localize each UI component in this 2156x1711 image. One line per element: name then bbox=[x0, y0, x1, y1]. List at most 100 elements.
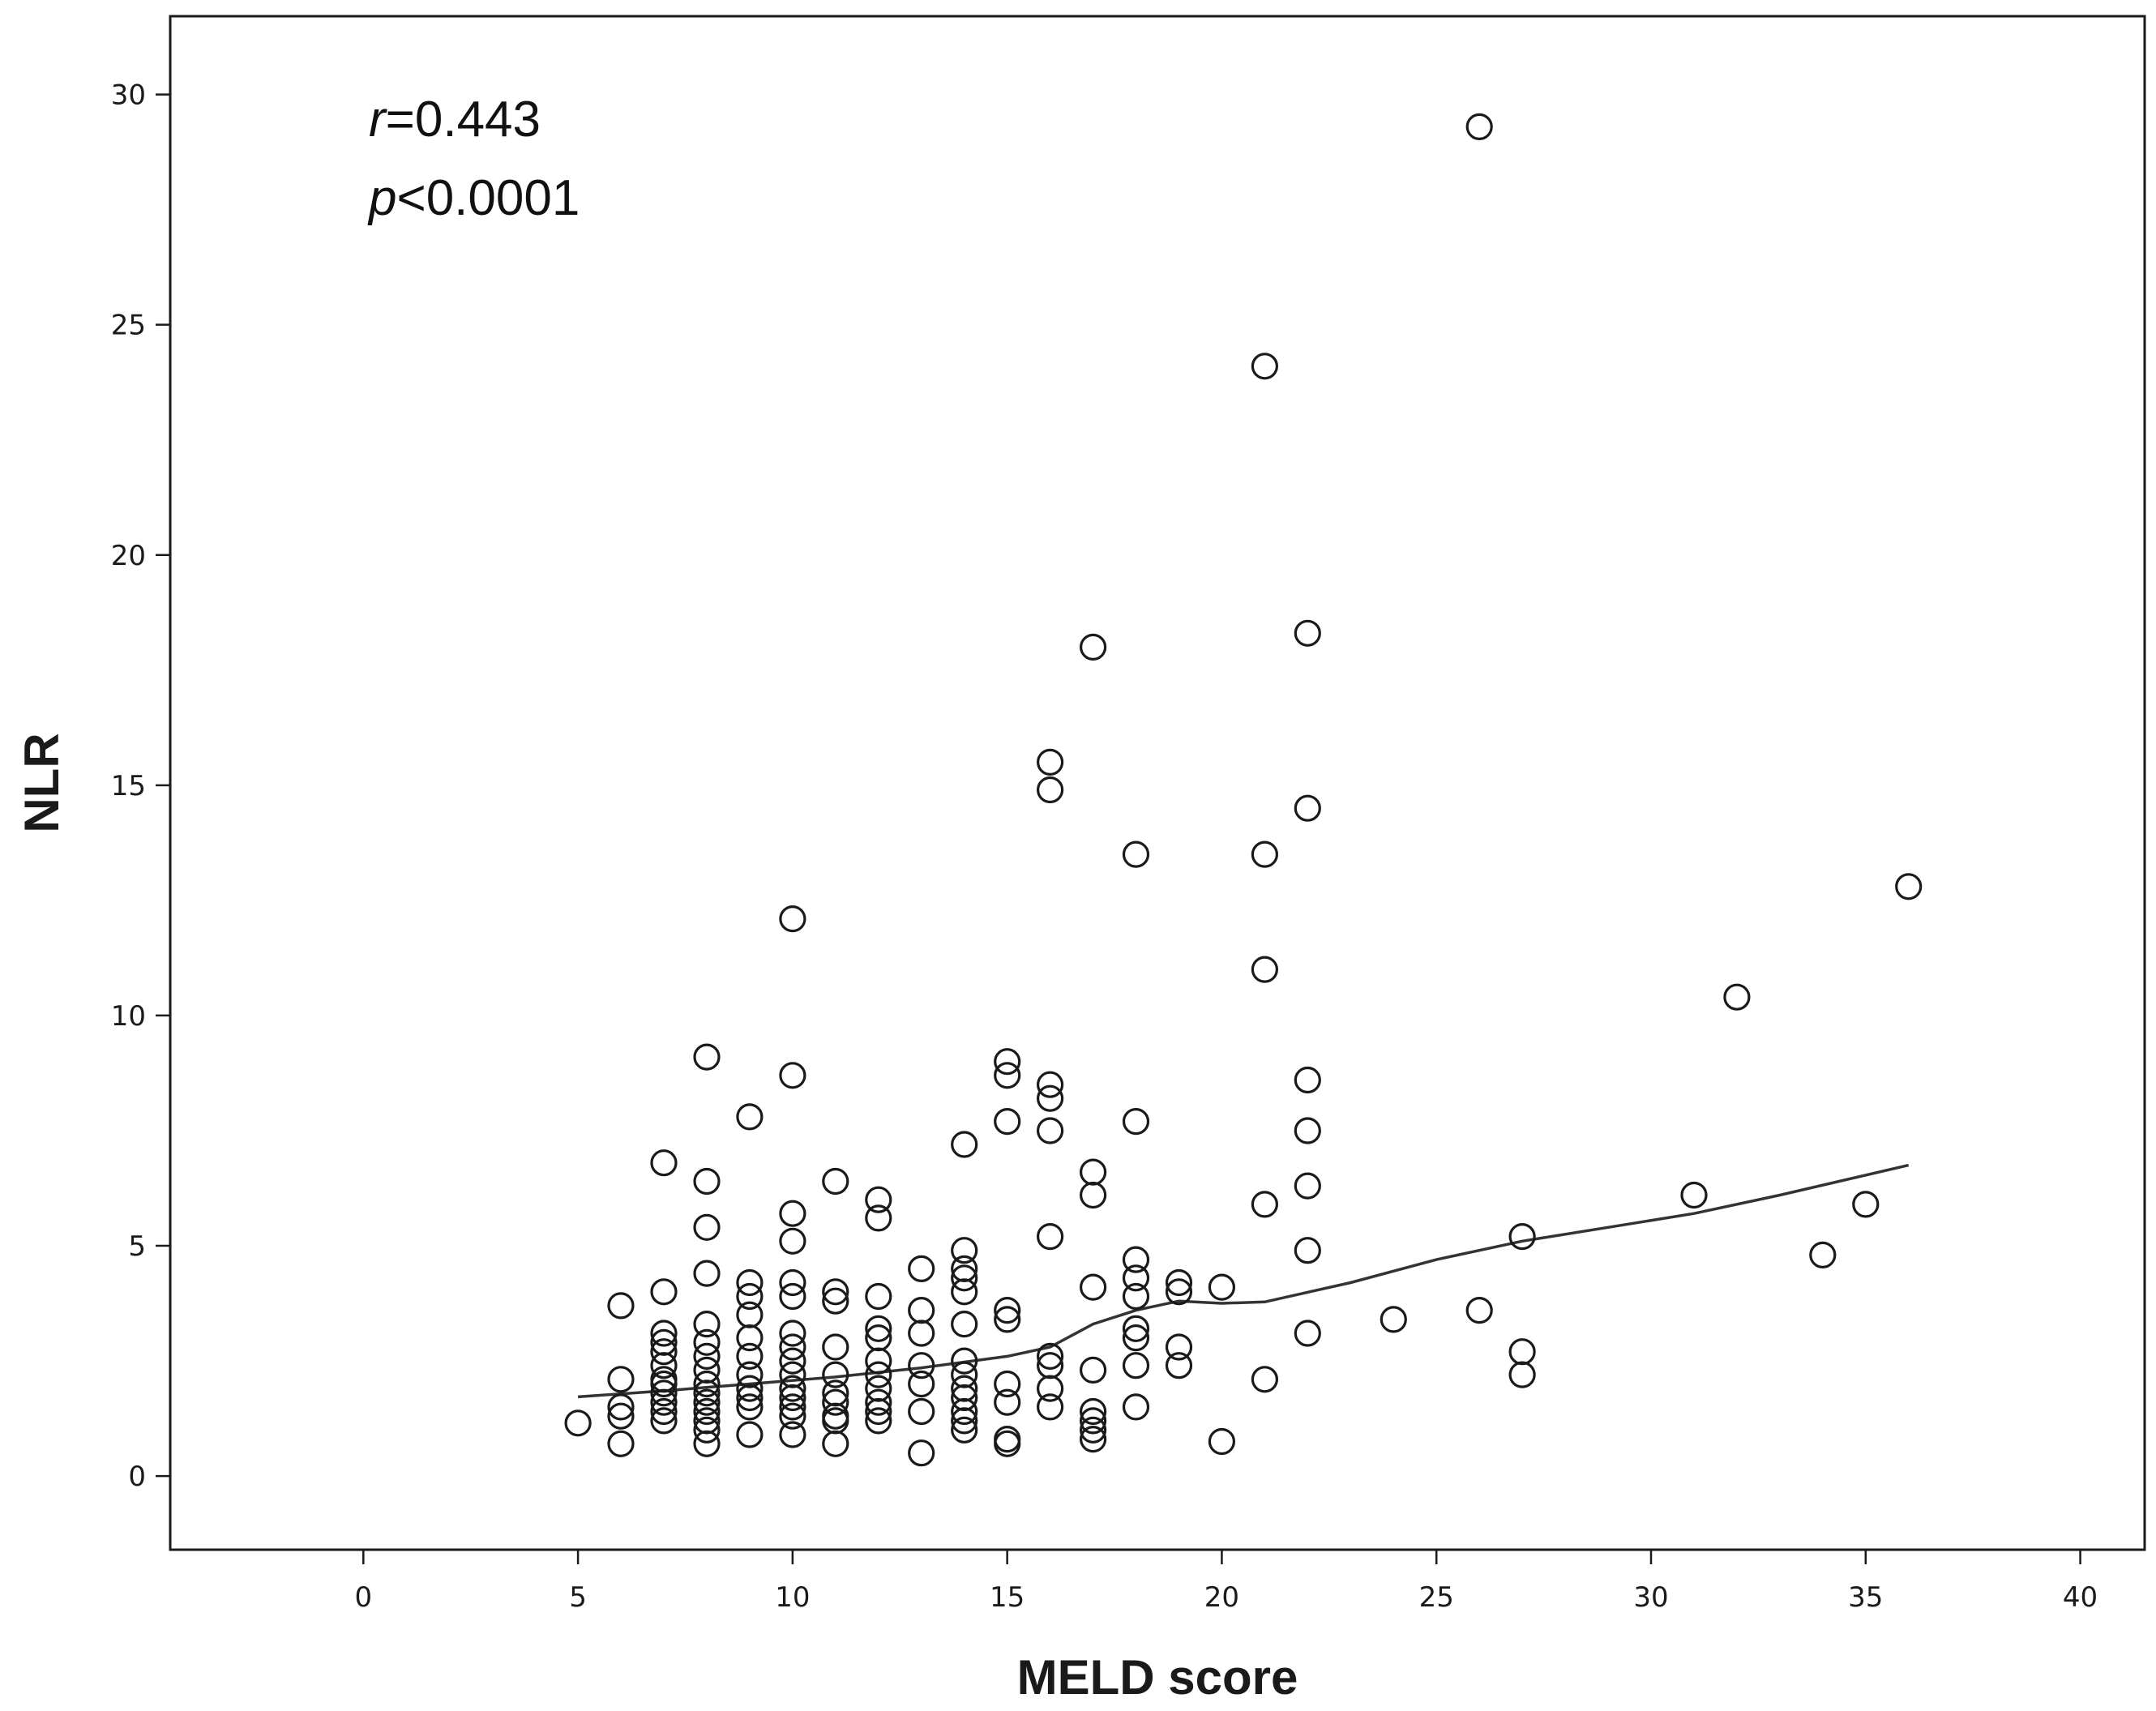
data-point bbox=[1079, 1425, 1107, 1453]
data-point bbox=[693, 1328, 721, 1356]
data-point bbox=[1508, 1222, 1536, 1251]
data-point bbox=[908, 1320, 935, 1347]
data-point bbox=[1122, 1282, 1150, 1311]
data-point bbox=[736, 1342, 764, 1371]
x-tick-label: 20 bbox=[1204, 1581, 1239, 1614]
data-point bbox=[951, 1416, 978, 1444]
data-point bbox=[650, 1397, 678, 1426]
stat-p-value: <0.0001 bbox=[396, 170, 580, 226]
data-point bbox=[994, 1370, 1021, 1398]
data-point bbox=[1294, 1320, 1321, 1347]
data-point bbox=[779, 1421, 806, 1448]
data-point bbox=[779, 1268, 806, 1297]
data-point bbox=[1036, 1342, 1064, 1371]
data-point bbox=[1036, 776, 1064, 804]
data-point bbox=[779, 1375, 806, 1402]
y-tick-label: 10 bbox=[111, 1000, 146, 1033]
data-point bbox=[650, 1407, 678, 1435]
data-point bbox=[1036, 1393, 1064, 1421]
x-tick-label: 5 bbox=[569, 1581, 587, 1614]
data-point bbox=[1208, 1273, 1236, 1301]
data-point bbox=[650, 1338, 678, 1366]
data-point bbox=[1165, 1352, 1193, 1379]
data-point bbox=[865, 1204, 892, 1232]
data-point bbox=[951, 1237, 978, 1264]
data-point bbox=[994, 1296, 1021, 1324]
data-point bbox=[865, 1361, 892, 1388]
data-point bbox=[779, 1320, 806, 1347]
stat-r-value: =0.443 bbox=[386, 92, 541, 148]
data-point bbox=[650, 1352, 678, 1379]
loess-fit-line bbox=[577, 1163, 1910, 1399]
data-point bbox=[650, 1370, 678, 1398]
data-point bbox=[1895, 873, 1923, 900]
data-point bbox=[822, 1379, 849, 1407]
data-point bbox=[1036, 1375, 1064, 1402]
data-point bbox=[1809, 1241, 1837, 1269]
data-point bbox=[908, 1296, 935, 1324]
data-point bbox=[1165, 1278, 1193, 1306]
data-point bbox=[1723, 983, 1751, 1011]
data-point bbox=[736, 1393, 764, 1421]
axis-ticks: 0 5 10 15 20 25 30 35 40 0 5 10 15 20 25 30 bbox=[111, 79, 2098, 1614]
data-point bbox=[779, 1333, 806, 1361]
data-point bbox=[779, 1347, 806, 1375]
data-point bbox=[779, 1227, 806, 1255]
data-point bbox=[1165, 1333, 1193, 1361]
data-point bbox=[994, 1306, 1021, 1333]
y-tick-label: 0 bbox=[128, 1461, 146, 1493]
data-point bbox=[908, 1255, 935, 1283]
data-point bbox=[650, 1320, 678, 1347]
data-point bbox=[736, 1103, 764, 1131]
data-point bbox=[908, 1370, 935, 1398]
data-point bbox=[693, 1388, 721, 1416]
data-point bbox=[779, 1384, 806, 1412]
data-point bbox=[1079, 1397, 1107, 1426]
x-tick-label: 40 bbox=[2063, 1581, 2098, 1614]
data-point bbox=[1079, 1416, 1107, 1444]
data-point bbox=[1852, 1191, 1880, 1218]
data-point bbox=[994, 1062, 1021, 1089]
stat-r-symbol: r bbox=[369, 92, 387, 148]
x-tick-label: 35 bbox=[1848, 1581, 1883, 1614]
data-point bbox=[951, 1278, 978, 1306]
data-point bbox=[1122, 1246, 1150, 1273]
data-point bbox=[865, 1282, 892, 1311]
data-point bbox=[607, 1430, 635, 1457]
data-point bbox=[693, 1260, 721, 1287]
data-point bbox=[1122, 841, 1150, 868]
data-point bbox=[822, 1430, 849, 1457]
data-point bbox=[1122, 1324, 1150, 1352]
data-point bbox=[994, 1107, 1021, 1136]
data-point bbox=[1036, 1084, 1064, 1112]
data-point bbox=[1508, 1338, 1536, 1366]
data-point bbox=[650, 1328, 678, 1356]
data-point bbox=[779, 1393, 806, 1421]
data-point bbox=[994, 1048, 1021, 1076]
data-point bbox=[1294, 794, 1321, 822]
data-point bbox=[1036, 748, 1064, 776]
data-point bbox=[1036, 1222, 1064, 1251]
data-point bbox=[822, 1361, 849, 1388]
data-point bbox=[693, 1213, 721, 1241]
data-point bbox=[779, 1282, 806, 1311]
data-point bbox=[1294, 619, 1321, 647]
data-point bbox=[693, 1430, 721, 1457]
data-point bbox=[736, 1421, 764, 1448]
data-point bbox=[693, 1416, 721, 1444]
data-point bbox=[1251, 841, 1279, 868]
stat-p: p<0.0001 bbox=[367, 170, 580, 226]
data-point bbox=[650, 1388, 678, 1416]
data-point bbox=[951, 1407, 978, 1435]
data-point bbox=[1380, 1306, 1407, 1333]
data-point bbox=[779, 1402, 806, 1430]
data-point bbox=[607, 1366, 635, 1393]
data-point bbox=[693, 1043, 721, 1071]
data-point bbox=[865, 1375, 892, 1402]
data-point bbox=[1079, 1356, 1107, 1384]
data-point bbox=[736, 1282, 764, 1311]
data-point bbox=[994, 1388, 1021, 1416]
data-point bbox=[865, 1397, 892, 1426]
data-point bbox=[693, 1397, 721, 1426]
data-point bbox=[1294, 1237, 1321, 1264]
